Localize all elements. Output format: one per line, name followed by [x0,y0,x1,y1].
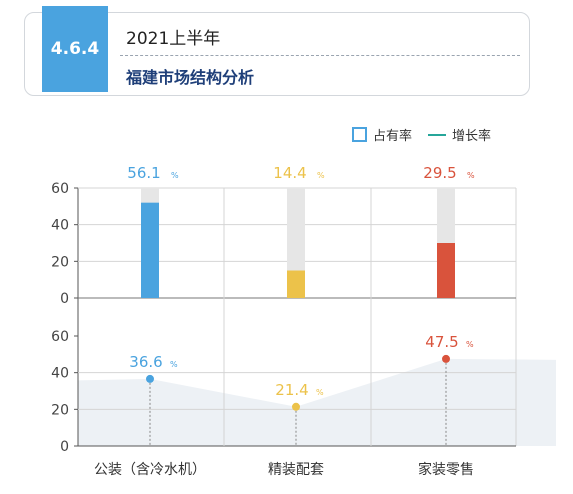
growth-data-label: 47.5 [425,333,458,351]
share-unit-label: % [317,171,325,180]
chart-legend: 占有率 增长率 [352,125,491,144]
growth-unit-label: % [316,388,324,397]
y-tick-label: 40 [51,218,69,234]
growth-data-label: 21.4 [275,381,308,399]
legend-growth-label: 增长率 [452,129,492,144]
legend-share-swatch [352,127,367,142]
section-title: 2021上半年 [126,29,221,49]
growth-point [146,374,154,383]
y-tick-label: 60 [51,181,69,197]
share-bar [437,243,455,298]
share-bar [287,270,305,298]
y-tick-label: 0 [60,291,69,307]
y-tick-label: 20 [51,402,69,418]
legend-growth-swatch [428,133,447,136]
section-number-badge: 4.6.4 [42,6,108,92]
y-tick-label: 20 [51,254,69,270]
growth-unit-label: % [170,360,178,369]
y-tick-label: 0 [60,439,69,455]
growth-unit-label: % [466,340,474,349]
share-data-label: 56.1 [127,164,160,182]
growth-point [442,354,450,363]
share-data-label: 14.4 [273,164,306,182]
share-data-label: 29.5 [423,164,456,182]
section-subtitle: 福建市场结构分析 [126,68,255,87]
growth-area-fill [78,358,556,446]
growth-point [292,402,300,411]
x-category-label: 精装配套 [268,462,324,478]
y-tick-label: 40 [51,366,69,382]
y-tick-label: 60 [51,329,69,345]
legend-share-label: 占有率 [373,129,413,144]
x-category-label: 公装（含冷水机） [94,462,206,478]
share-unit-label: % [171,171,179,180]
section-header-card [24,12,530,96]
title-divider [120,55,520,56]
share-unit-label: % [467,171,475,180]
share-bar [141,202,159,298]
x-category-label: 家装零售 [418,461,474,478]
growth-data-label: 36.6 [129,353,162,371]
